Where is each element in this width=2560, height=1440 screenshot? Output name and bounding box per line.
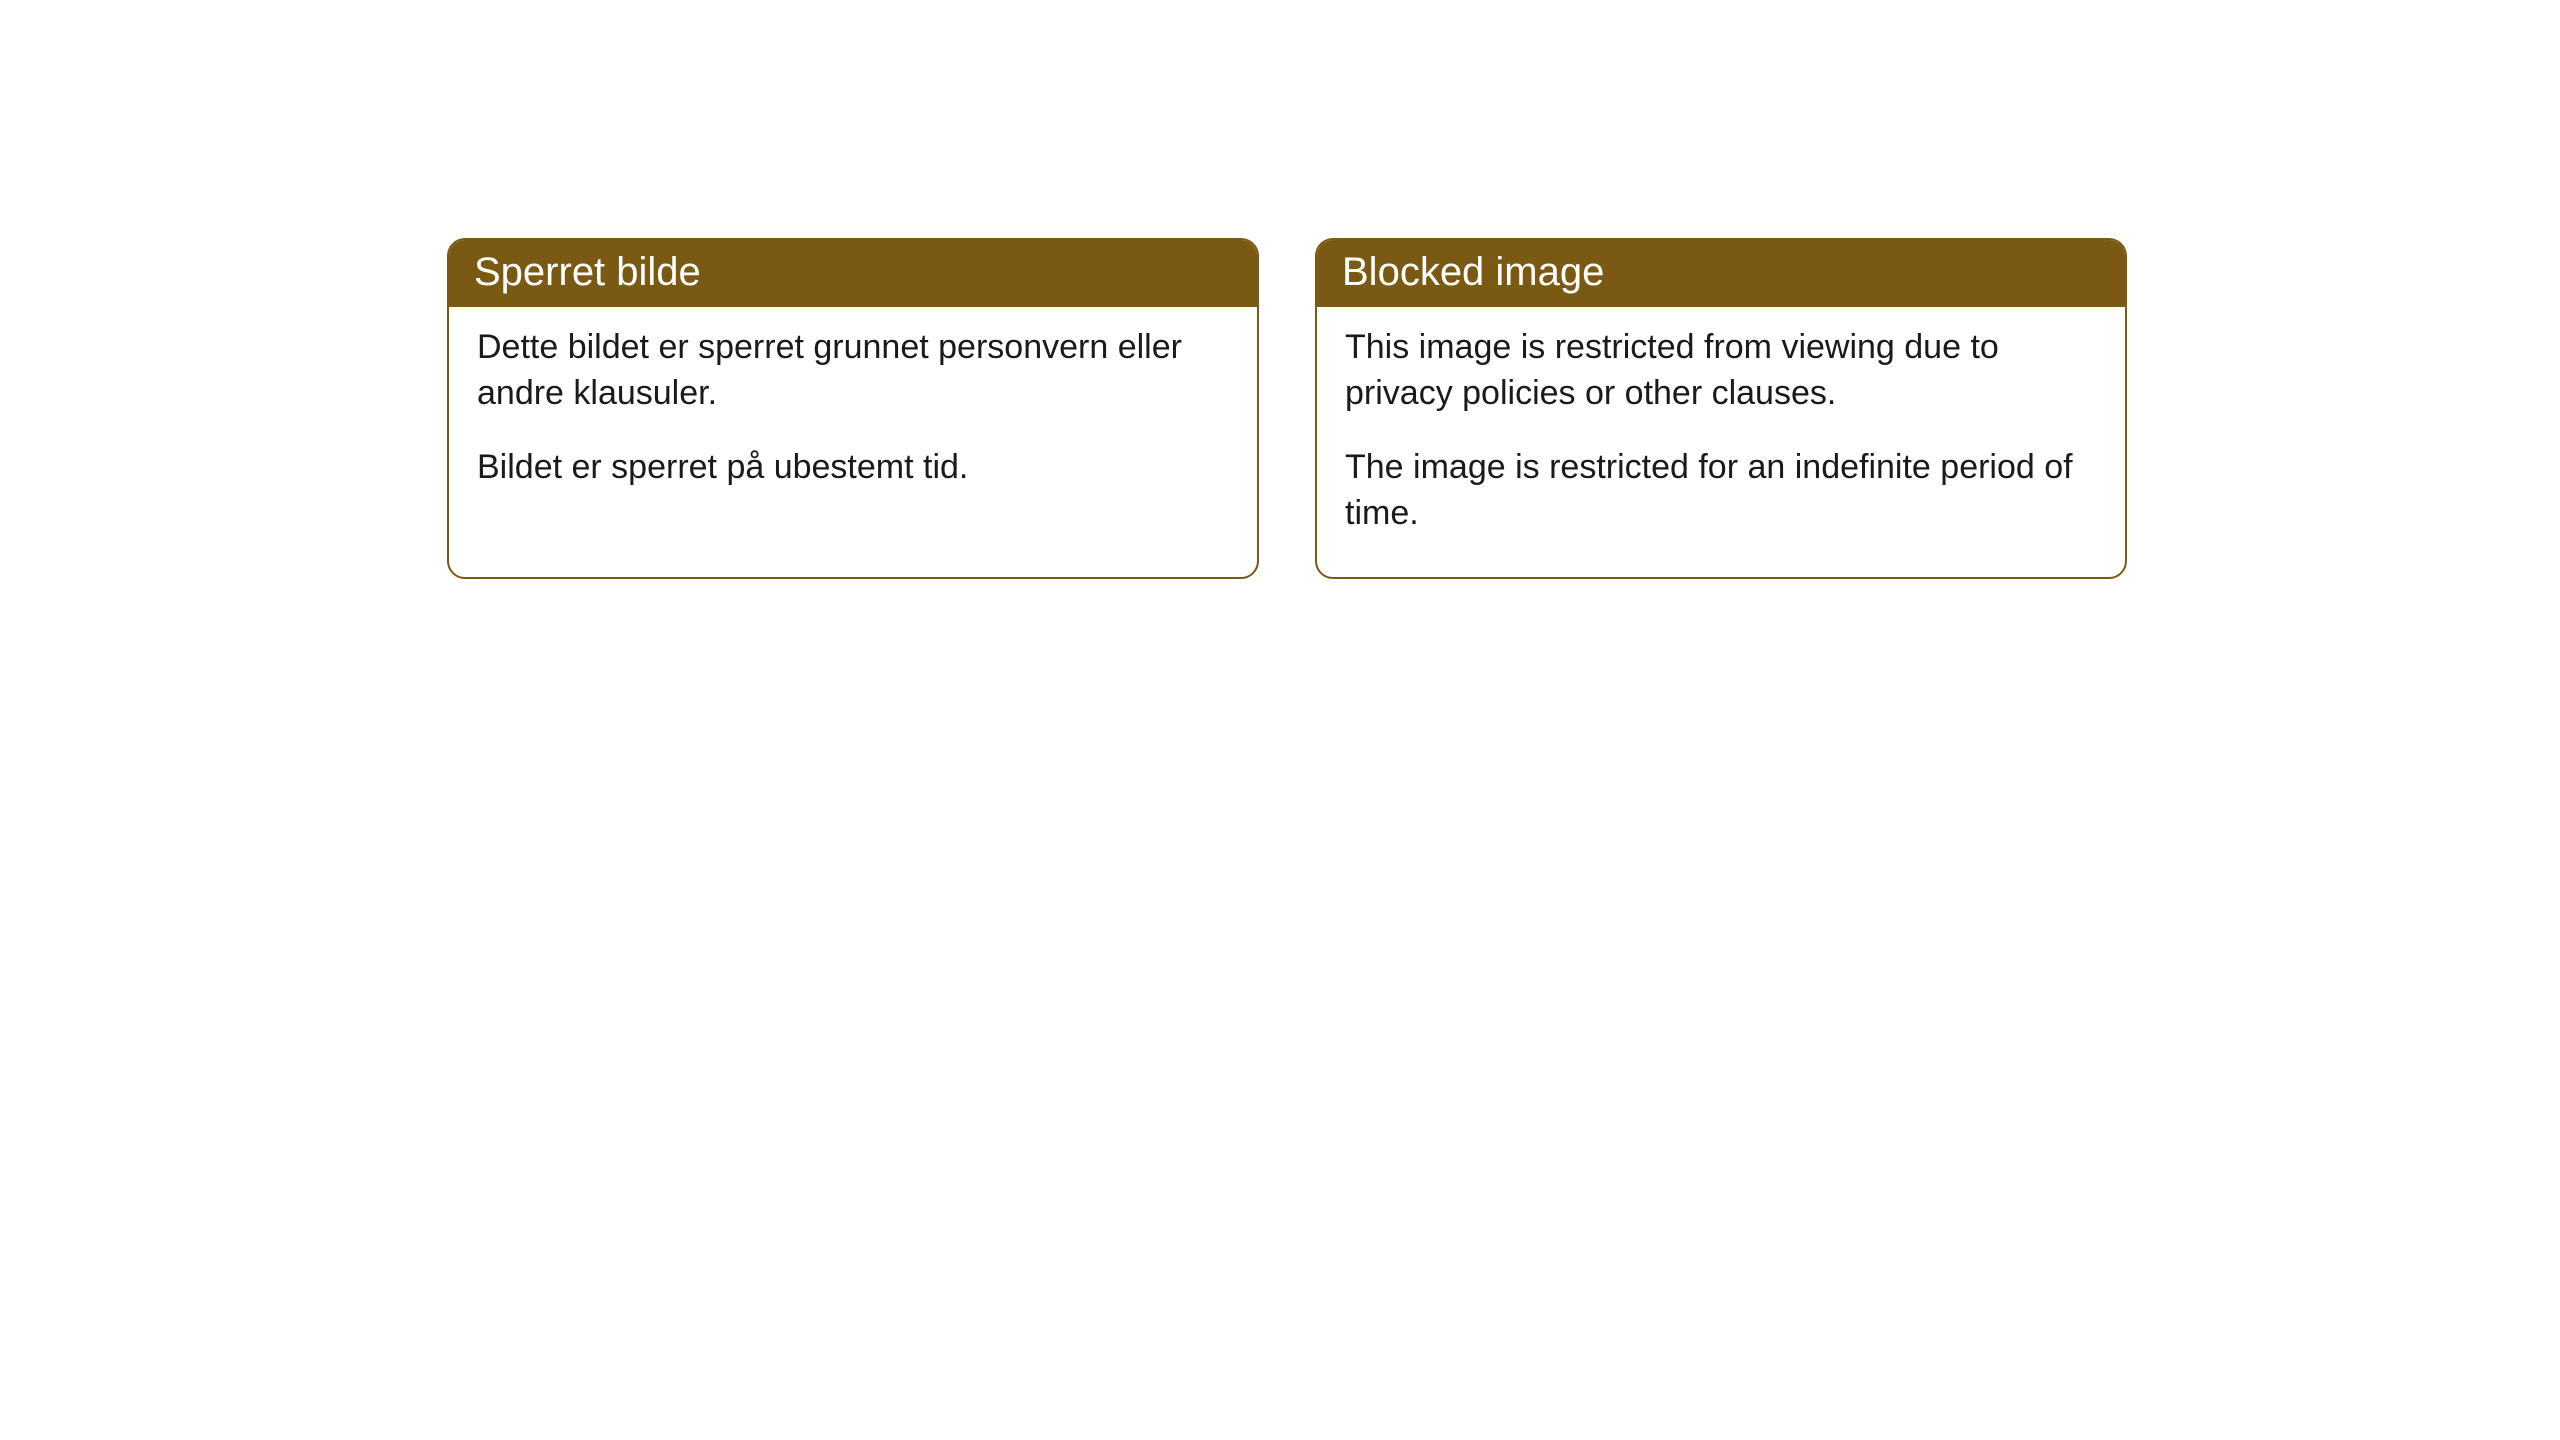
card-body: This image is restricted from viewing du… — [1317, 307, 2125, 577]
card-paragraph-1: Dette bildet er sperret grunnet personve… — [477, 325, 1229, 417]
card-paragraph-2: Bildet er sperret på ubestemt tid. — [477, 445, 1229, 491]
card-header: Blocked image — [1317, 240, 2125, 307]
notice-cards-container: Sperret bilde Dette bildet er sperret gr… — [447, 238, 2127, 579]
card-title: Blocked image — [1342, 250, 1604, 294]
card-title: Sperret bilde — [474, 250, 701, 294]
card-header: Sperret bilde — [449, 240, 1257, 307]
card-body: Dette bildet er sperret grunnet personve… — [449, 307, 1257, 531]
card-paragraph-1: This image is restricted from viewing du… — [1345, 325, 2097, 417]
card-paragraph-2: The image is restricted for an indefinit… — [1345, 445, 2097, 537]
notice-card-norwegian: Sperret bilde Dette bildet er sperret gr… — [447, 238, 1259, 579]
notice-card-english: Blocked image This image is restricted f… — [1315, 238, 2127, 579]
